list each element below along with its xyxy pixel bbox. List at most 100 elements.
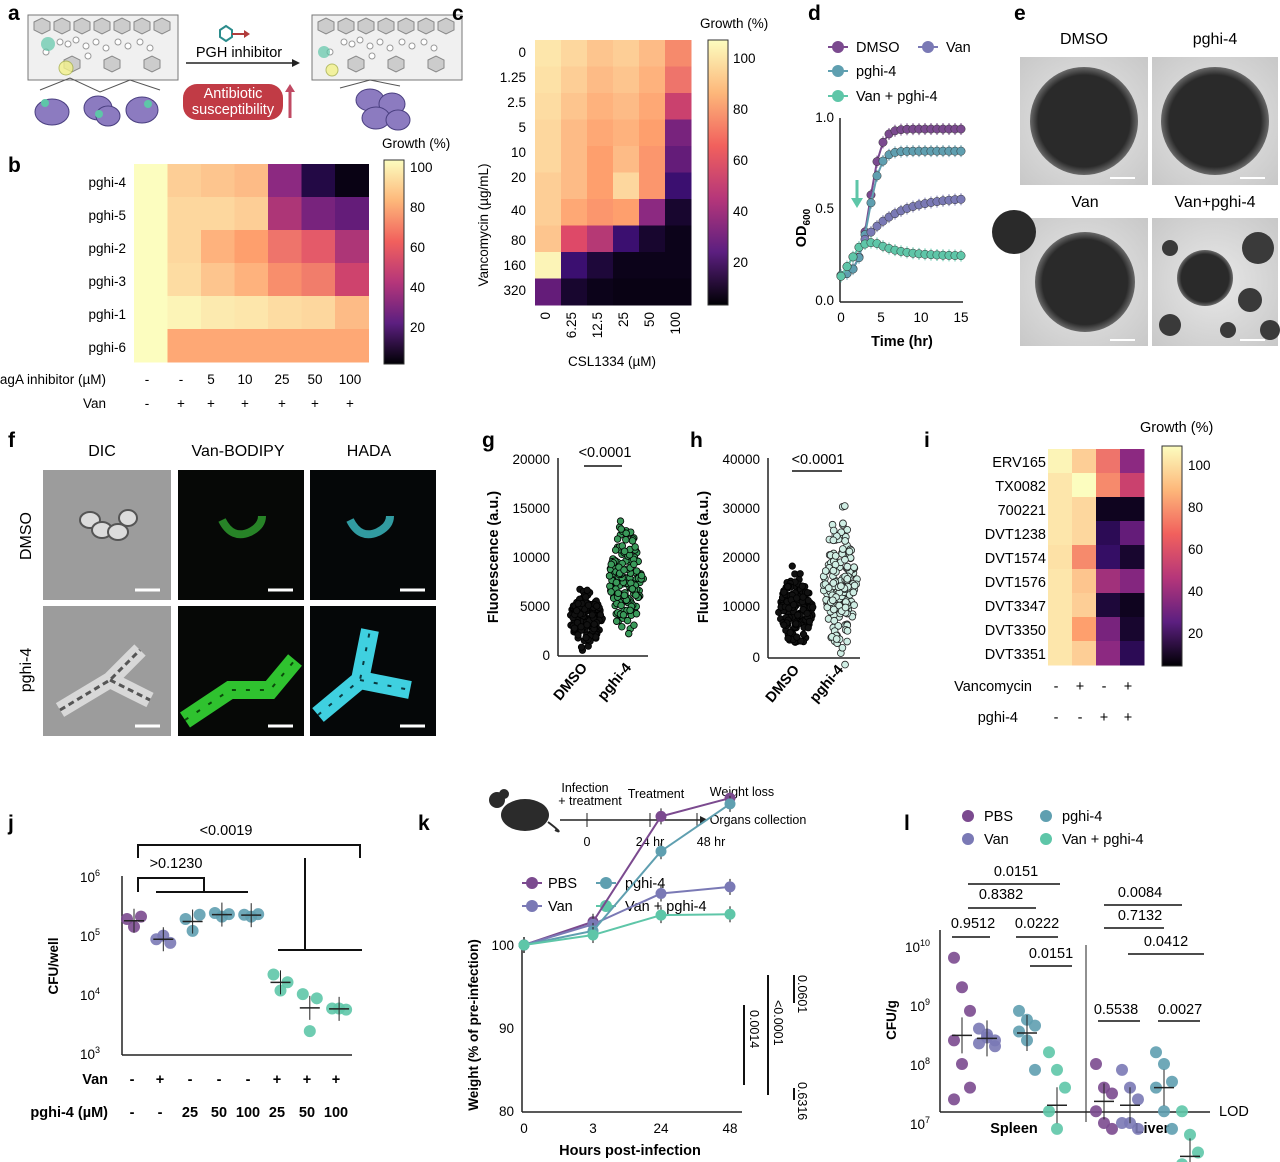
svg-text:108: 108 xyxy=(910,1056,930,1073)
heat-cell xyxy=(134,263,168,297)
panel-a: a xyxy=(8,2,463,131)
tick: 100 xyxy=(491,938,514,953)
data-point xyxy=(805,617,814,626)
data-point xyxy=(613,535,622,543)
cond: + xyxy=(1124,710,1132,726)
heat-cell xyxy=(301,164,336,198)
row-label: 0 xyxy=(518,45,526,60)
colorbar-b-ticks: 100 80 60 40 20 xyxy=(410,160,433,335)
heat-cell xyxy=(1120,569,1145,594)
heat-cell xyxy=(665,199,692,226)
box-line1: Antibiotic xyxy=(204,86,263,102)
data-point xyxy=(948,951,960,964)
tick: 80 xyxy=(410,200,425,215)
panel-label-i: i xyxy=(924,429,930,452)
l-pvalue: 0.7132 xyxy=(1118,908,1162,924)
heat-cell xyxy=(535,252,562,279)
row-label: pghi-4 xyxy=(18,648,35,693)
heat-cell xyxy=(613,40,640,67)
timeline-treatment: + treatment xyxy=(558,794,622,808)
cond: - xyxy=(130,1105,135,1121)
data-point xyxy=(607,588,615,596)
data-point xyxy=(296,988,309,1001)
droplet-image-pghi4 xyxy=(1152,57,1278,185)
data-point xyxy=(866,227,876,237)
data-point xyxy=(831,552,840,560)
heat-cell xyxy=(665,40,692,67)
g-ylabel: Fluorescence (a.u.) xyxy=(486,491,502,623)
data-point xyxy=(724,908,736,920)
saga-inhibitor-label: SagA inhibitor (µM) xyxy=(0,372,106,387)
row-label: 5 xyxy=(518,120,526,135)
data-point xyxy=(845,547,854,556)
heat-cell xyxy=(301,263,336,297)
heat-cell xyxy=(535,66,562,94)
col-label: 0 xyxy=(538,312,553,320)
micrograph-hada-pghi4 xyxy=(310,606,436,736)
tick: 24 xyxy=(653,1121,669,1136)
heat-cell xyxy=(665,146,692,173)
heat-cell xyxy=(134,164,168,198)
k-pvalue: 0.0601 xyxy=(795,975,809,1013)
tick: 20 xyxy=(410,320,425,335)
cond: 50 xyxy=(211,1105,227,1121)
svg-text:106: 106 xyxy=(80,868,100,885)
cond: - xyxy=(145,372,150,387)
data-point xyxy=(1184,1128,1196,1141)
data-point xyxy=(866,198,876,208)
data-point xyxy=(803,588,812,597)
droplet-image-van-pghi4 xyxy=(1152,218,1280,346)
row-label: DVT1238 xyxy=(985,527,1046,543)
data-point xyxy=(628,537,637,545)
data-point xyxy=(843,627,852,635)
svg-text:105: 105 xyxy=(80,927,100,944)
data-point xyxy=(340,1003,353,1016)
cond: + xyxy=(241,396,249,411)
heat-cell xyxy=(1096,617,1121,642)
colorbar-b-title: Growth (%) xyxy=(382,136,450,151)
data-point xyxy=(1051,1122,1063,1135)
k-weight-curves xyxy=(518,790,736,953)
tick: 60 xyxy=(733,153,748,168)
legend-label: pghi-4 xyxy=(856,64,896,80)
heat-cell xyxy=(1048,641,1073,666)
panel-label-e: e xyxy=(1014,2,1026,25)
heat-cell xyxy=(561,225,588,253)
heat-cell xyxy=(1048,617,1073,642)
heat-cell xyxy=(613,66,640,94)
heatmap-c-ylabel: Vancomycin (µg/mL) xyxy=(476,163,491,286)
row-label: 160 xyxy=(503,258,526,273)
cond: - xyxy=(1054,710,1059,726)
col-label: 25 xyxy=(616,312,631,327)
data-point xyxy=(784,583,792,591)
cond: 100 xyxy=(324,1105,348,1121)
legend-label: DMSO xyxy=(856,40,900,56)
legend-l: PBS pghi-4 Van Van + pghi-4 xyxy=(962,809,1144,848)
panel-c: c Vancomycin (µg/mL) 0 1.25 2.5 5 10 20 … xyxy=(452,2,768,369)
legend-d: DMSO Van pghi-4 Van + pghi-4 xyxy=(828,40,971,105)
data-point xyxy=(1150,1046,1162,1059)
legend-label: Van + pghi-4 xyxy=(625,899,707,915)
data-point xyxy=(1029,1019,1041,1032)
timeline-weight-loss: Weight loss xyxy=(710,785,774,799)
data-point xyxy=(632,567,641,575)
data-point xyxy=(956,1058,968,1070)
panel-label-b: b xyxy=(8,154,21,177)
heat-cell xyxy=(234,164,269,198)
panel-label-d: d xyxy=(808,2,821,25)
row-label: DVT3351 xyxy=(985,647,1046,663)
data-point xyxy=(617,601,625,610)
heat-cell xyxy=(1096,641,1121,666)
data-point xyxy=(841,660,849,669)
cond: - xyxy=(130,1072,135,1088)
tick: 30000 xyxy=(722,501,760,516)
droplet-image-van xyxy=(992,210,1148,346)
data-point xyxy=(839,545,847,553)
heat-cell xyxy=(1120,521,1145,546)
heat-cell xyxy=(535,199,562,226)
row-label: DMSO xyxy=(18,512,35,560)
data-point xyxy=(828,596,837,605)
heat-cell xyxy=(613,146,640,173)
saga-values: - - 5 10 25 50 100 - + + + + + + xyxy=(145,372,362,411)
